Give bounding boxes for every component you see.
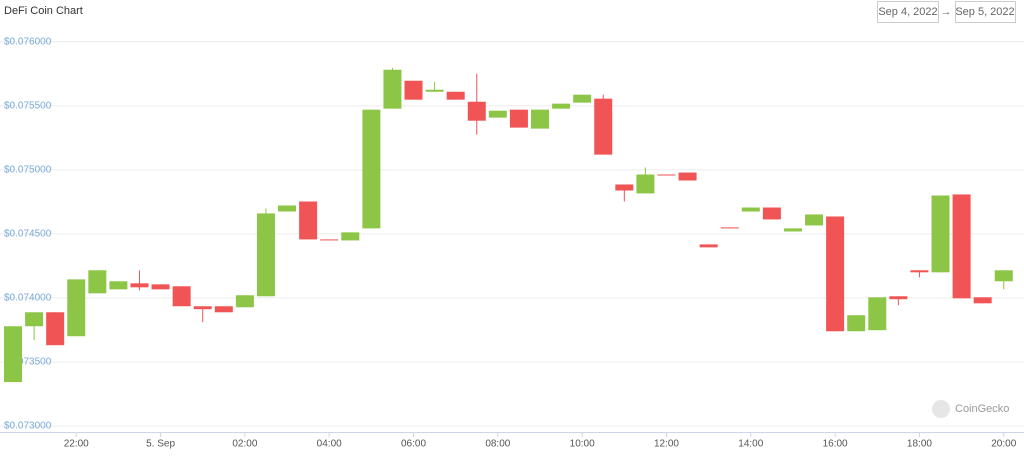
- y-tick-label: $0.074500: [4, 229, 52, 240]
- candle-body: [699, 244, 718, 248]
- candle-body: [130, 283, 149, 288]
- y-tick-label: $0.073000: [4, 421, 52, 432]
- candle-body: [615, 184, 634, 191]
- candle-body: [573, 94, 592, 103]
- candle-body: [910, 270, 929, 273]
- candle-body: [46, 312, 65, 346]
- date-separator: →: [941, 6, 952, 18]
- y-tick-label: $0.074000: [4, 293, 52, 304]
- x-tick-label: 16:00: [823, 439, 848, 450]
- candle-body: [657, 174, 676, 176]
- candle-body: [868, 297, 887, 331]
- y-tick-label: $0.075500: [4, 100, 52, 111]
- candle-body: [425, 89, 444, 92]
- candle-body: [531, 109, 549, 129]
- candle-body: [235, 295, 254, 308]
- candle-body: [467, 101, 486, 121]
- watermark-text: CoinGecko: [955, 403, 1009, 415]
- candle-body: [320, 239, 339, 241]
- chart-title: DeFi Coin Chart: [4, 5, 83, 17]
- candle-body: [404, 80, 423, 100]
- x-tick-label: 5. Sep: [146, 439, 175, 450]
- candle-body: [383, 69, 402, 109]
- candle-body: [847, 315, 866, 332]
- y-tick-label: $0.073500: [4, 357, 52, 368]
- candle-body: [151, 284, 170, 290]
- x-tick-label: 14:00: [738, 439, 763, 450]
- candle-body: [193, 306, 212, 310]
- candle-body: [720, 227, 739, 229]
- candle-body: [214, 306, 233, 313]
- x-tick-label: 18:00: [907, 439, 932, 450]
- candle-body: [826, 216, 845, 332]
- candle-body: [783, 228, 802, 232]
- candle-body: [488, 110, 507, 118]
- candle-body: [88, 270, 107, 294]
- candle-body: [994, 270, 1013, 282]
- candle-body: [678, 172, 697, 181]
- candle-body: [762, 207, 781, 220]
- x-tick-label: 22:00: [64, 439, 89, 450]
- candle-body: [952, 194, 971, 299]
- candle-body: [509, 109, 528, 128]
- candle-body: [741, 207, 760, 212]
- date-from[interactable]: Sep 4, 2022: [878, 6, 937, 18]
- candle-body: [552, 103, 571, 109]
- date-from-box[interactable]: [877, 1, 939, 23]
- candle-body: [341, 232, 360, 241]
- candle-body: [172, 286, 191, 307]
- candle-body: [636, 174, 655, 194]
- y-tick-label: $0.076000: [4, 36, 52, 47]
- candle-body: [362, 109, 381, 229]
- candle-body: [931, 195, 950, 273]
- candle-body: [25, 312, 44, 327]
- date-to-box[interactable]: [955, 1, 1016, 23]
- x-tick-label: 10:00: [570, 439, 595, 450]
- candle-body: [594, 98, 613, 155]
- candle-body: [67, 279, 86, 337]
- y-tick-label: $0.075000: [4, 165, 52, 176]
- candle-body: [973, 297, 992, 304]
- candle-body: [278, 205, 297, 212]
- candle-body: [299, 201, 318, 240]
- x-tick-label: 04:00: [317, 439, 342, 450]
- candle-body: [256, 213, 275, 297]
- candle-body: [805, 214, 824, 226]
- candle-body: [889, 296, 908, 300]
- watermark-logo: [932, 400, 950, 418]
- watermark: CoinGecko: [932, 400, 1009, 418]
- date-to[interactable]: Sep 5, 2022: [955, 6, 1014, 18]
- x-tick-label: 20:00: [991, 439, 1016, 450]
- plot: $0.073000 $0.073500 $0.074000 $0.074500 $0.0…: [0, 36, 1024, 450]
- x-tick-label: 12:00: [654, 439, 679, 450]
- candle-body: [446, 91, 465, 100]
- x-tick-label: 06:00: [401, 439, 426, 450]
- x-tick-label: 08:00: [485, 439, 510, 450]
- x-tick-label: 02:00: [232, 439, 257, 450]
- candle-body: [109, 281, 128, 290]
- candle-body: [4, 326, 22, 383]
